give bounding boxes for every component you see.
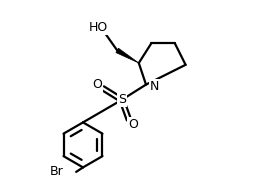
Text: HO: HO: [89, 21, 108, 33]
Text: N: N: [150, 80, 159, 93]
Text: Br: Br: [50, 165, 64, 178]
Text: O: O: [129, 118, 138, 131]
Text: O: O: [92, 78, 102, 91]
Text: S: S: [118, 93, 126, 106]
Polygon shape: [116, 48, 139, 63]
